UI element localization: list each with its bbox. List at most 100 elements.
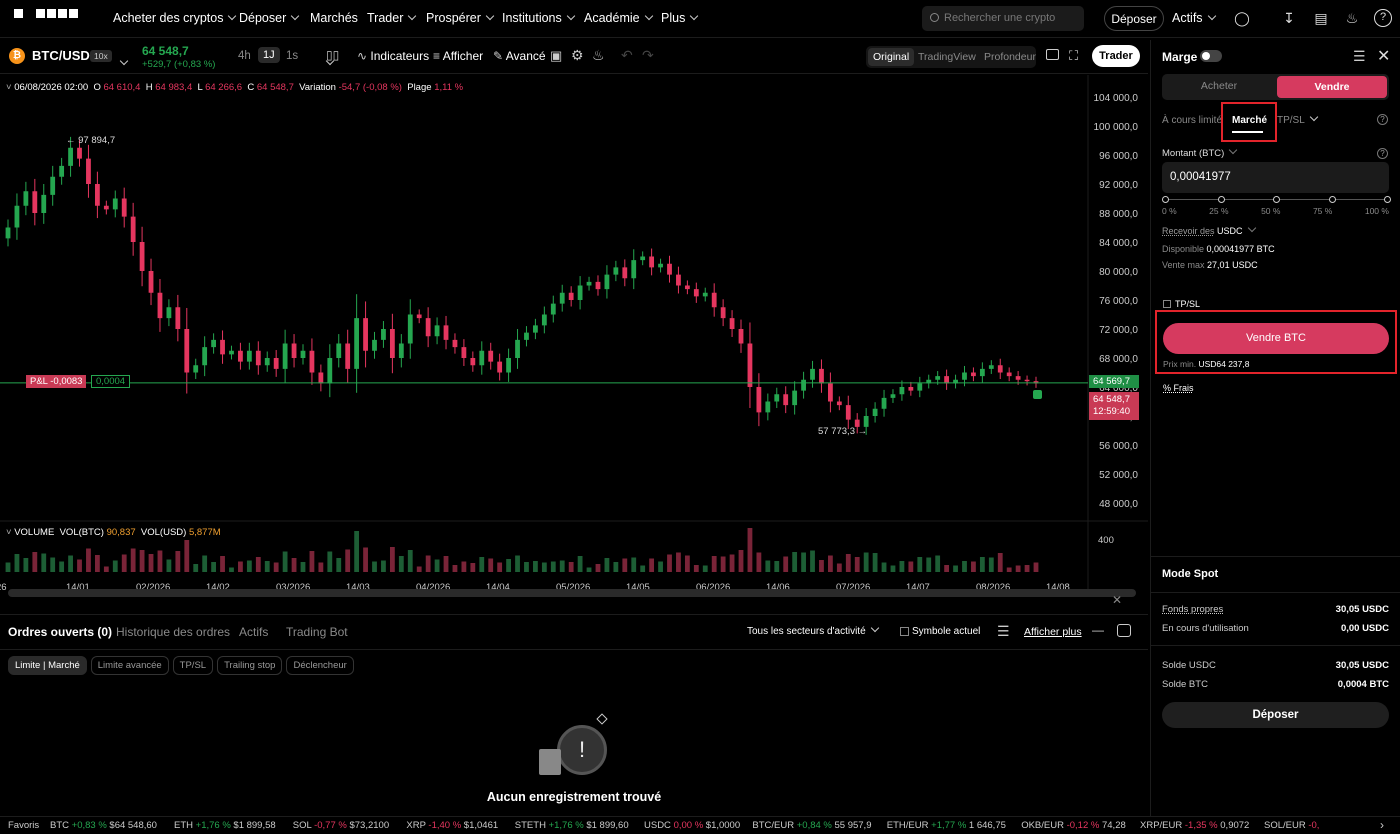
amount-info-icon[interactable]: ? (1377, 148, 1388, 159)
favorite-ticker-item[interactable]: ETH +1,76 % $1 899,58 (174, 820, 276, 831)
chevron-right-icon[interactable]: › (1380, 818, 1384, 832)
view-depth[interactable]: Profondeur (984, 51, 1036, 63)
tab-open-orders[interactable]: Ordres ouverts (0) (8, 625, 113, 639)
filter-trailing-stop[interactable]: Trailing stop (217, 656, 283, 675)
okx-logo[interactable] (14, 9, 78, 18)
interval-1d[interactable]: 1J (258, 47, 280, 63)
nav-deposit[interactable]: Déposer (239, 11, 300, 25)
nav-buy-crypto[interactable]: Acheter des cryptos (113, 11, 237, 25)
search-input[interactable]: Rechercher une crypto (922, 6, 1084, 31)
message-icon[interactable]: ▤ (1314, 10, 1328, 26)
order-type-market[interactable]: Marché (1221, 102, 1277, 142)
deposit-button[interactable]: Déposer (1104, 6, 1164, 31)
favorite-ticker-item[interactable]: STETH +1,76 % $1 899,60 (515, 820, 629, 831)
slider-stop[interactable] (1162, 196, 1169, 203)
view-tradingview[interactable]: TradingView (918, 51, 976, 63)
redo-icon[interactable]: ↷ (642, 47, 654, 63)
minimize-icon[interactable]: — (1092, 623, 1104, 637)
settings-sliders-icon[interactable]: ☰ (1353, 48, 1366, 64)
advanced-button[interactable]: ✎ Avancé (493, 49, 546, 63)
layout-icon[interactable] (1046, 49, 1059, 60)
show-button[interactable]: ≡ Afficher (433, 49, 484, 63)
slider-stop[interactable] (1217, 196, 1225, 203)
order-type-limit[interactable]: À cours limité (1162, 115, 1223, 126)
candle-type-icon[interactable]: ▯▯ (326, 48, 340, 62)
favorite-ticker-item[interactable]: SOL/EUR -0, (1264, 820, 1319, 831)
help-icon[interactable]: ? (1374, 9, 1392, 27)
candle-body (756, 387, 762, 413)
favorites-label[interactable]: Favoris (8, 820, 40, 831)
margin-toggle[interactable] (1200, 50, 1222, 62)
ticker-change: -1,35 % (1184, 820, 1221, 831)
pnl-badge[interactable]: P&L -0,0083 (26, 375, 87, 388)
info-icon[interactable]: ? (1377, 114, 1388, 125)
volume-bar (282, 551, 288, 572)
buy-tab[interactable]: Acheter (1200, 80, 1238, 92)
favorite-ticker-item[interactable]: OKB/EUR -0,12 % 74,28 (1021, 820, 1126, 831)
assets-menu[interactable]: Actifs (1172, 11, 1216, 25)
price-chart[interactable]: ˅ 06/08/2026 02:00 O 64 610,4 H 64 983,4… (0, 75, 1148, 595)
candle-body (801, 379, 806, 391)
undo-icon[interactable]: ↶ (621, 47, 633, 63)
tab-assets[interactable]: Actifs (239, 625, 269, 639)
close-chart-icon[interactable]: ✕ (1112, 593, 1123, 607)
order-form-panel: Marge ☰ ✕ Acheter Vendre À cours limité … (1150, 40, 1400, 816)
deposit-panel-button[interactable]: Déposer (1162, 702, 1389, 728)
favorite-ticker-item[interactable]: XRP/EUR -1,35 % 0,9072 (1140, 820, 1249, 831)
chart-scrollbar[interactable] (8, 589, 1136, 597)
nav-institutions[interactable]: Institutions (502, 11, 576, 25)
order-type-tpsl[interactable]: TP/SL (1277, 112, 1319, 126)
filter-trigger[interactable]: Déclencheur (286, 656, 354, 675)
btc-balance-row: Solde BTC 0,0004 BTC (1162, 679, 1389, 690)
pair-name[interactable]: BTC/USD (32, 48, 90, 63)
favorite-ticker-item[interactable]: USDC 0,00 % $1,0000 (644, 820, 740, 831)
amount-input[interactable]: 0,00041977 (1162, 162, 1389, 193)
user-icon[interactable]: ◯ (1234, 10, 1250, 26)
favorite-ticker-item[interactable]: ETH/EUR +1,77 % 1 646,75 (887, 820, 1006, 831)
show-more-link[interactable]: Afficher plus (1024, 626, 1082, 638)
close-panel-icon[interactable]: ✕ (1377, 48, 1391, 65)
expand-icon[interactable] (1117, 624, 1131, 637)
ticker-symbol: STETH (514, 820, 549, 831)
filter-limit-market[interactable]: Limite | Marché (8, 656, 87, 675)
interval-1w[interactable]: 1s (286, 50, 299, 62)
interval-4h[interactable]: 4h (238, 50, 251, 62)
fees-link[interactable]: % Frais (1163, 383, 1194, 393)
pair-chevron-icon[interactable] (119, 56, 129, 66)
slider-stop[interactable] (1328, 196, 1336, 203)
slider-stop[interactable] (1384, 196, 1391, 203)
tab-trading-bot[interactable]: Trading Bot (286, 625, 348, 639)
screenshot-icon[interactable]: ▣ (550, 48, 563, 63)
tabs-divider (0, 649, 1148, 650)
filter-advanced-limit[interactable]: Limite avancée (90, 656, 169, 675)
sell-btc-button[interactable]: Vendre BTC (1163, 323, 1389, 354)
favorite-ticker-item[interactable]: BTC +0,83 % $64 548,60 (50, 820, 157, 831)
receive-row[interactable]: Recevoir des USDC (1162, 223, 1256, 236)
sell-tab[interactable]: Vendre (1277, 76, 1387, 98)
tab-order-history[interactable]: Historique des ordres (116, 625, 231, 639)
nav-trade[interactable]: Trader (367, 11, 417, 25)
nav-more[interactable]: Plus (661, 11, 699, 25)
nav-markets[interactable]: Marchés (310, 11, 358, 25)
indicators-button[interactable]: ∿ Indicateurs (357, 49, 430, 63)
slider-stop[interactable] (1273, 196, 1280, 203)
favorite-ticker-item[interactable]: SOL -0,77 % $73,2100 (293, 820, 389, 831)
bell-icon[interactable]: ♨ (1345, 10, 1359, 26)
trade-button[interactable]: Trader (1092, 45, 1140, 67)
alert-bell-icon[interactable]: ♨ (592, 47, 605, 63)
nav-grow[interactable]: Prospérer (426, 11, 495, 25)
date-tick: 14/01 (66, 582, 90, 593)
settings-gear-icon[interactable]: ⚙ (571, 47, 584, 63)
current-symbol-checkbox[interactable] (900, 627, 909, 636)
amount-label[interactable]: Montant (BTC) (1162, 145, 1238, 159)
favorite-ticker-item[interactable]: XRP -1,40 % $1,0461 (406, 820, 498, 831)
nav-academy[interactable]: Académie (584, 11, 653, 25)
tpsl-checkbox[interactable] (1163, 300, 1171, 308)
fullscreen-icon[interactable]: ⛶ (1069, 48, 1079, 63)
sector-dropdown[interactable]: Tous les secteurs d'activité (747, 623, 879, 637)
filter-sliders-icon[interactable]: ☰ (997, 623, 1010, 639)
view-original[interactable]: Original (868, 48, 915, 66)
favorite-ticker-item[interactable]: BTC/EUR +0,84 % 55 957,9 (752, 820, 871, 831)
download-icon[interactable]: ↧ (1283, 10, 1295, 26)
filter-tpsl[interactable]: TP/SL (172, 656, 214, 675)
